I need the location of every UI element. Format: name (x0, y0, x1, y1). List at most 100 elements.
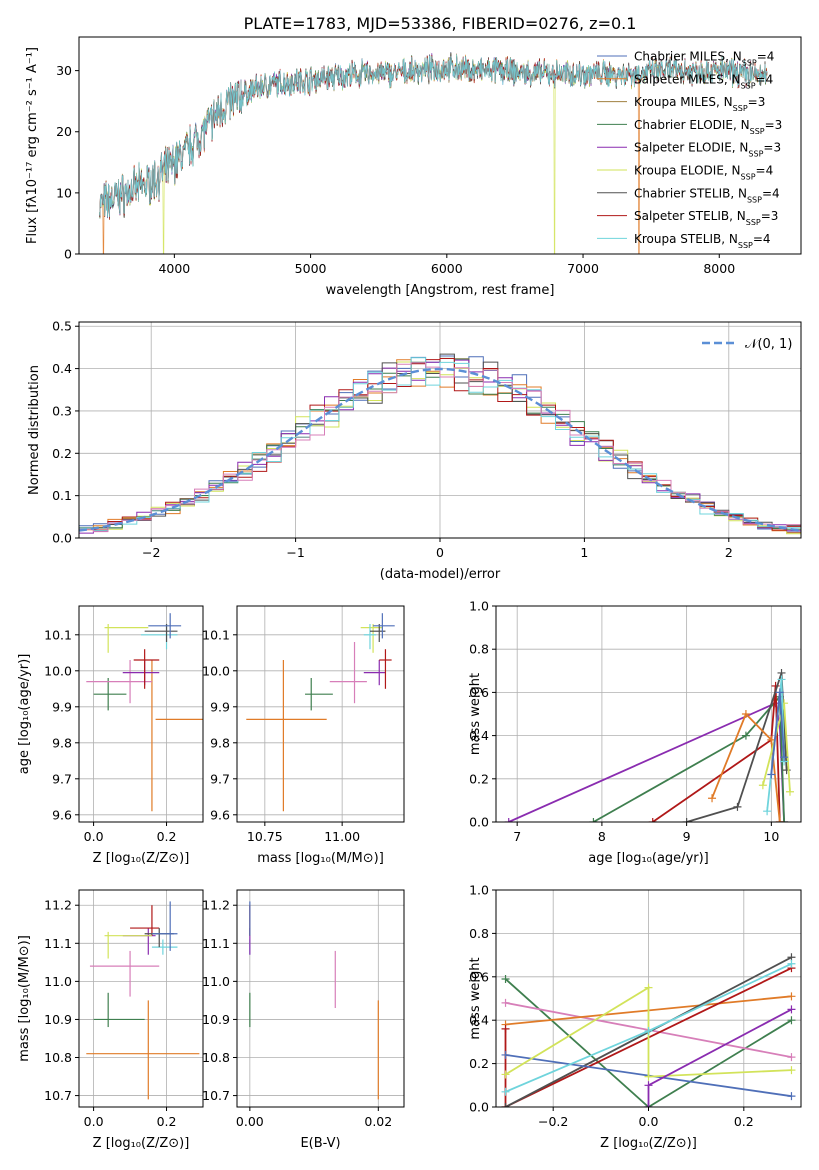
y-tick-label: 10 (56, 185, 72, 200)
weight-marker (787, 1053, 796, 1062)
y-tick-label: 9.7 (52, 771, 72, 786)
figure-title: PLATE=1783, MJD=53386, FIBERID=0276, z=0… (244, 14, 637, 33)
y-tick-label: 9.9 (210, 699, 230, 714)
x-axis-label: E(B-V) (300, 1136, 340, 1151)
x-tick-label: −2 (142, 545, 160, 560)
y-axis-label: mass [log₁₀(M/M⊙)] (17, 935, 32, 1062)
y-tick-label: 10.0 (202, 663, 230, 678)
y-tick-label: 1.0 (469, 599, 489, 614)
legend-label: Kroupa ELODIE, NSSP=4 (634, 164, 773, 182)
x-tick-label: 1 (580, 545, 588, 560)
age-vs-mass-panel: 10.75 11.00 9.6 9.7 9.8 9.9 10.0 10.1 mass [log₁… (202, 605, 405, 866)
x-tick-label: 10 (763, 829, 779, 844)
axes-frame (78, 889, 204, 1108)
residuals-panel: −2 −1 0 1 2 0.0 0.1 0.2 0.3 0.4 0.5 (data-model)/er… (27, 319, 802, 582)
plot-area (246, 613, 395, 812)
weight-marker (682, 818, 691, 822)
y-tick-label: 10.1 (44, 627, 72, 642)
x-tick-label: 0.2 (734, 1114, 754, 1129)
spectrum-line (99, 54, 768, 218)
weight-marker (787, 1005, 796, 1014)
weight-marker (501, 1087, 510, 1096)
normal-curve (79, 367, 801, 532)
x-axis-label: Z [log₁₀(Z/Z⊙)] (93, 851, 190, 866)
weight-marker (501, 974, 510, 983)
x-tick-label: −1 (286, 545, 304, 560)
y-tick-label: 0.1 (52, 488, 72, 503)
y-tick-label: 10.1 (202, 627, 230, 642)
x-tick-label: 5000 (295, 261, 327, 276)
legend-label: Salpeter MILES, NSSP=4 (634, 72, 773, 90)
age-vs-Z-panel: 0.0 0.2 9.6 9.7 9.8 9.9 10.0 10.1 Z [log₁₀(Z/Z⊙)… (17, 605, 204, 866)
axes-frame (236, 889, 405, 1108)
y-tick-label: 0 (64, 247, 72, 262)
x-axis-label: age [log₁₀(age/yr)] (588, 851, 709, 866)
weight-marker (763, 807, 772, 816)
weight-line (504, 978, 792, 1107)
weight-marker (787, 1066, 796, 1075)
y-tick-label: 9.6 (210, 807, 230, 822)
y-tick-label: 11.0 (202, 974, 230, 989)
axes-frame (78, 605, 204, 823)
y-tick-label: 0.2 (52, 446, 72, 461)
weight-marker (787, 1016, 796, 1025)
plot-area (501, 953, 796, 1107)
weight-marker (589, 818, 598, 822)
y-tick-label: 10.0 (44, 663, 72, 678)
x-tick-label: 7000 (567, 261, 599, 276)
weight-marker (777, 675, 786, 684)
axes-frame (236, 605, 405, 823)
weight-marker (775, 688, 784, 697)
axes-frame (78, 36, 802, 255)
x-axis-label: (data-model)/error (380, 567, 501, 582)
y-tick-label: 10.8 (44, 1050, 72, 1065)
weight-marker (501, 1070, 510, 1079)
y-tick-label: 20 (56, 124, 72, 139)
x-tick-label: 4000 (158, 261, 190, 276)
x-tick-label: 8000 (703, 261, 735, 276)
y-tick-label: 0.2 (469, 771, 489, 786)
y-tick-label: 10.7 (202, 1088, 230, 1103)
y-tick-label: 0.4 (52, 361, 72, 376)
weight-marker (708, 794, 717, 803)
plot-area (504, 668, 794, 822)
y-tick-label: 11.1 (44, 936, 72, 951)
y-tick-label: 11.2 (44, 898, 72, 913)
legend-label: Kroupa STELIB, NSSP=4 (634, 232, 771, 250)
y-axis-label: age [log₁₀(age/yr)] (17, 654, 32, 775)
y-tick-label: 10.9 (202, 1012, 230, 1027)
y-tick-label: 0.3 (52, 403, 72, 418)
weight-marker (787, 1092, 796, 1101)
y-tick-label: 10.9 (44, 1012, 72, 1027)
legend-label: Chabrier MILES, NSSP=4 (634, 50, 774, 68)
y-axis-label: Normed distribution (27, 365, 42, 495)
mass-vs-Z-panel: 0.0 0.2 10.7 10.8 10.9 11.0 11.1 11.2 Z [log₁₀(Z… (17, 889, 204, 1151)
weight-marker (648, 818, 657, 822)
x-tick-label: −0.2 (538, 1114, 568, 1129)
x-axis-label: mass [log₁₀(M/M⊙)] (257, 851, 384, 866)
legend-label: Salpeter STELIB, NSSP=3 (634, 209, 778, 227)
x-tick-label: 0.02 (364, 1114, 392, 1129)
weight-marker (775, 818, 784, 822)
x-axis-label: Z [log₁₀(Z/Z⊙)] (600, 1136, 697, 1151)
weight-marker (501, 1050, 510, 1059)
weight-marker (741, 731, 750, 740)
y-axis-label: mass weight (468, 673, 483, 755)
x-tick-label: 0.00 (236, 1114, 264, 1129)
y-tick-label: 9.7 (210, 771, 230, 786)
x-tick-label: 0.0 (639, 1114, 659, 1129)
x-tick-label: 0.2 (157, 829, 177, 844)
y-tick-label: 1.0 (469, 883, 489, 898)
x-tick-label: 8 (598, 829, 606, 844)
y-tick-label: 0.0 (469, 1100, 489, 1115)
weight-marker (644, 1103, 653, 1107)
y-tick-label: 9.8 (52, 735, 72, 750)
weight-marker (504, 818, 513, 822)
y-tick-label: 10.7 (44, 1088, 72, 1103)
weight-line (592, 694, 785, 822)
y-tick-label: 0.6 (469, 685, 489, 700)
y-tick-label: 9.8 (210, 735, 230, 750)
plot-area (99, 52, 768, 254)
y-tick-label: 11.2 (202, 898, 230, 913)
y-axis-label: mass weight (468, 957, 483, 1039)
